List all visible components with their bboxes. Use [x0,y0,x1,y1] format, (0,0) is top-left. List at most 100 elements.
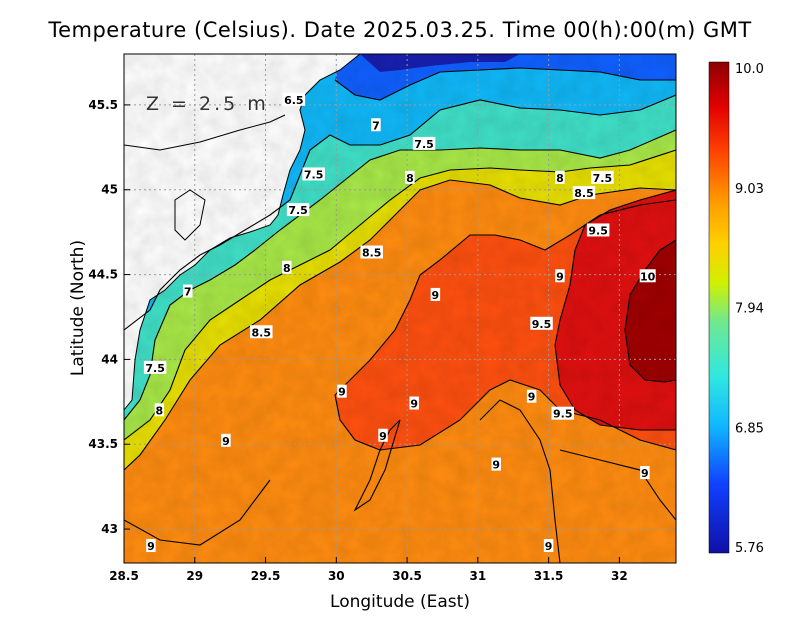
y-tick-label: 43 [101,522,118,536]
contour-label: 8 [556,172,564,185]
contour-label: 9 [379,430,387,443]
x-tick-label: 30 [328,569,345,583]
y-tick-label: 45.5 [88,98,118,112]
contour-line [334,199,676,451]
colorbar-tick-label: 10.0 [735,62,764,77]
contour-label-bg [586,223,610,237]
x-tick-label: 30.5 [392,569,422,583]
y-tick-label: 45 [101,183,118,197]
x-tick-label: 28.5 [109,569,139,583]
contour-label-bg [551,406,575,420]
contour-line [624,239,676,383]
contour-line [554,189,676,431]
contour-label: 9 [222,435,230,448]
contour-label: 8 [283,262,291,275]
colorbar-tick-label: 9.03 [735,182,764,197]
contour-label-bg [371,118,381,132]
contour-label-bg [337,384,347,398]
contour-label: 8 [156,404,164,417]
contour-line [124,179,676,471]
contour-label-bg [430,287,441,301]
contour-label: 7.5 [593,172,613,185]
contour-label-bg [409,396,419,410]
colorbar-tick-label: 5.76 [735,541,764,556]
contour-label-bg [302,167,325,181]
contour-label-bg [572,186,596,200]
contour-label: 7.5 [288,204,308,217]
contour-label-bg [639,269,656,283]
colorbar-ticks: 10.0 9.03 7.94 6.85 5.76 [735,62,764,556]
plot-frame [123,53,677,564]
contour-label: 7 [372,119,380,132]
contour-lines [124,54,676,563]
noise-overlay [124,54,676,563]
contour-line [334,67,676,101]
contour-label: 7.5 [414,138,434,151]
contour-label: 9 [410,398,418,411]
contour-label-bg [555,269,565,283]
contour-label: 6.5 [284,94,304,107]
contour-label-bg [286,203,310,217]
x-tick-label: 31 [469,569,486,583]
temperature-field [124,54,676,563]
contour-label-bg [640,466,650,480]
contour-label-bg [555,170,565,184]
y-tick-label: 44 [101,352,118,366]
contour-label-bg [282,260,292,274]
contour-line [124,94,676,331]
contour-label: 9 [528,391,536,404]
contour-line [353,419,401,512]
contour-label-bg [146,539,156,553]
contour-line [559,449,676,521]
contour-label: 9 [641,467,649,480]
contour-label-bg [543,539,554,553]
contour-label-bg [491,457,501,471]
x-tick-label: 31.5 [534,569,564,583]
contour-label: 9.5 [588,224,608,237]
contour-label: 9 [432,289,440,302]
contour-line [124,129,676,421]
contour-label: 8 [406,172,414,185]
x-tick-label: 29.5 [251,569,281,583]
contour-label: 9 [492,459,500,472]
contour-label: 10 [640,270,656,283]
coastline [124,114,286,151]
contour-line [479,399,561,563]
contour-label: 9.5 [553,408,573,421]
contour-label-bg [591,170,614,184]
contour-label-bg [526,389,537,403]
colorbar-tick-label: 6.85 [735,421,764,436]
chart-title: Temperature (Celsius). Date 2025.03.25. … [48,18,752,42]
y-axis-ticks: 43 43.5 44 44.5 45 45.5 [88,98,130,536]
y-tick-label: 43.5 [88,437,118,451]
contour-label: 9.5 [532,318,552,331]
contour-label: 7.5 [304,168,324,181]
contour-label-bg [154,403,165,417]
y-axis-label: Latitude (North) [68,240,88,376]
coastline [174,189,206,241]
contour-label-bg [282,92,306,106]
y-tick-label: 44.5 [88,268,118,282]
colorbar [708,61,730,554]
contour-labels: 6.5 7 7.5 7.5 7.5 8 8 7.5 8.5 9.5 8.5 8 7 9 10 9 9.5 8.5 7… [143,92,656,553]
contour-label-bg [530,316,553,330]
contour-label: 7.5 [145,362,165,375]
depth-annotation: Z = 2.5 m [146,93,269,115]
contour-label-bg [182,284,193,298]
colorbar-tick-label: 7.94 [735,302,764,317]
contour-label: 8.5 [362,247,382,260]
contour-label: 9 [545,540,553,553]
contour-label-bg [405,170,415,184]
contour-label: 9 [147,540,155,553]
contour-label: 8.5 [574,187,594,200]
x-axis-label: Longitude (East) [330,592,470,612]
contour-label-bg [378,428,388,442]
contour-label: 9 [556,270,564,283]
contour-label: 9 [338,386,346,399]
contour-label-bg [360,245,383,259]
contour-label: 8.5 [252,326,272,339]
contour-label: 7 [184,286,192,299]
x-tick-label: 29 [186,569,203,583]
contour-label-bg [250,325,273,339]
